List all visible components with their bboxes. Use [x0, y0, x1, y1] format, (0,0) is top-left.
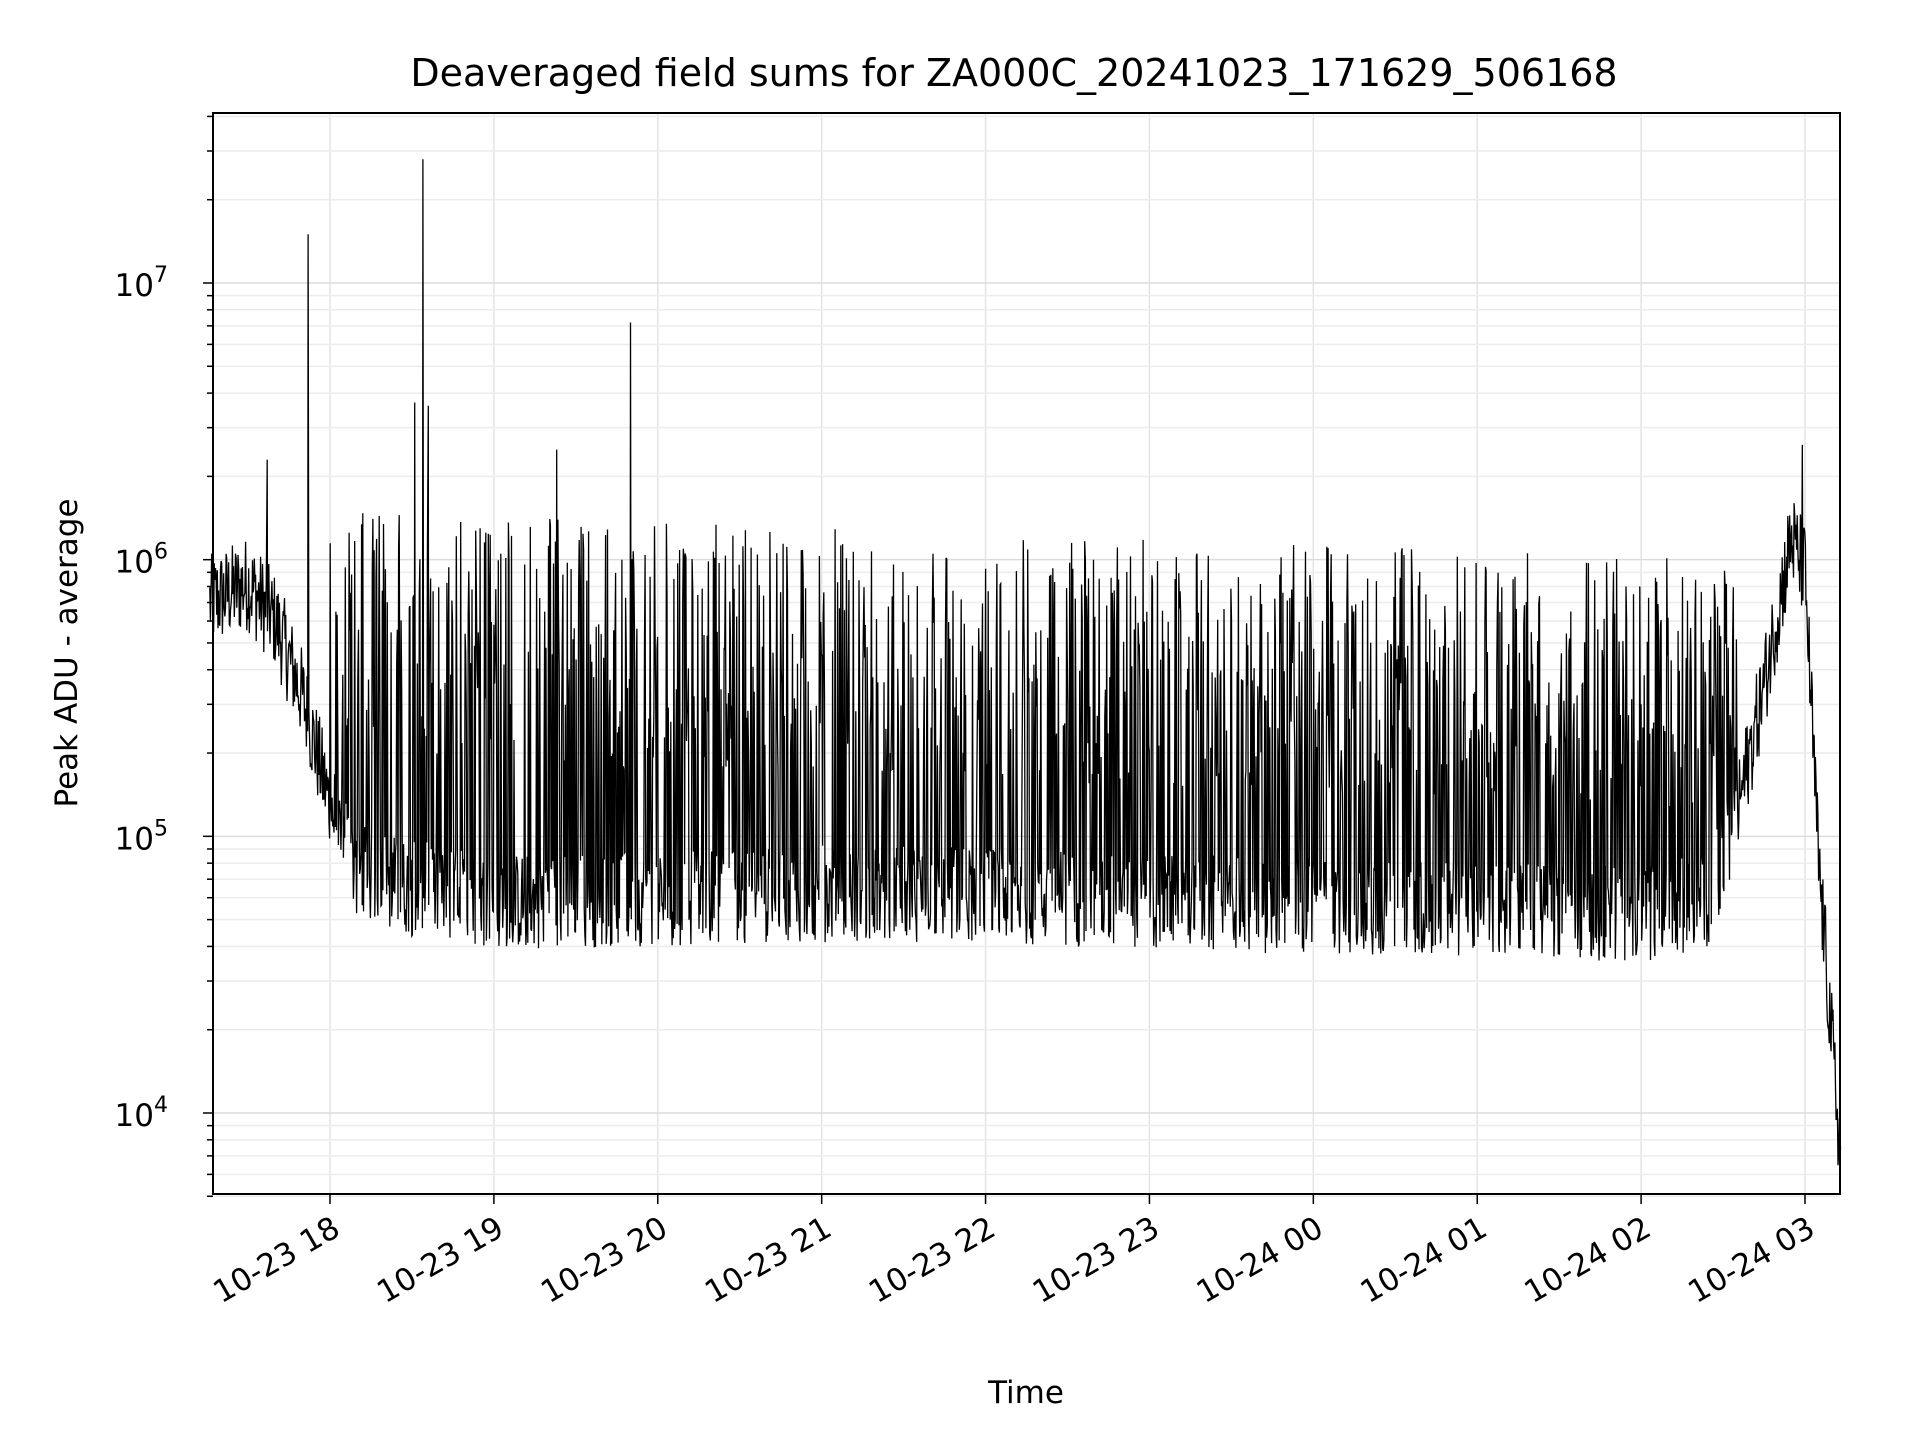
x-tick-label: 10-23 22 [863, 1210, 1002, 1311]
x-tick-label: 10-23 21 [699, 1210, 838, 1311]
y-axis-label: Peak ADU - average [49, 498, 85, 807]
y-tick-label: 106 [115, 540, 168, 581]
series-layer [209, 159, 1842, 1166]
series-line [209, 159, 1842, 1166]
x-axis-ticks: 10-23 18 10-23 19 10-23 20 10-23 21 10-23 22… [207, 1194, 1821, 1311]
x-tick-label: 10-24 00 [1191, 1210, 1330, 1311]
x-tick-label: 10-23 20 [535, 1210, 674, 1311]
y-axis-ticks: 104 105 106 107 [115, 115, 213, 1198]
x-tick-label: 10-24 03 [1682, 1210, 1821, 1311]
x-axis-label: Time [987, 1375, 1064, 1411]
x-tick-label: 10-23 19 [371, 1210, 510, 1311]
y-tick-label: 107 [115, 263, 168, 304]
y-tick-label: 104 [115, 1093, 168, 1134]
plot-frame [212, 112, 1841, 1195]
chart-title: Deaveraged field sums for ZA000C_2024102… [410, 51, 1617, 95]
x-tick-label: 10-23 23 [1027, 1210, 1166, 1311]
x-tick-label: 10-24 01 [1355, 1210, 1494, 1311]
x-tick-label: 10-24 02 [1518, 1210, 1657, 1311]
y-tick-label: 105 [115, 816, 168, 857]
x-tick-label: 10-23 18 [207, 1210, 346, 1311]
